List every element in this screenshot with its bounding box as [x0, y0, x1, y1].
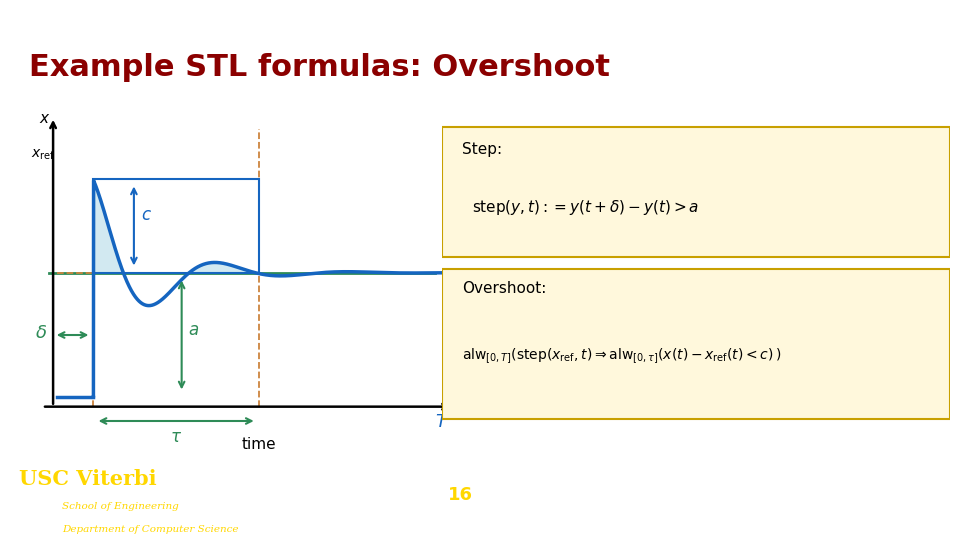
Text: $\mathrm{step}(y, t) := y(t + \delta) - y(t) > a$: $\mathrm{step}(y, t) := y(t + \delta) - … [472, 198, 699, 218]
Text: $x_{\rm ref}$: $x_{\rm ref}$ [31, 147, 55, 162]
Text: USC Viterbi: USC Viterbi [19, 469, 156, 489]
Text: 16: 16 [448, 485, 473, 504]
Text: School of Engineering: School of Engineering [62, 502, 180, 511]
Bar [442, 269, 950, 418]
Text: Step:: Step: [462, 142, 502, 157]
Text: Overshoot:: Overshoot: [462, 281, 546, 296]
Bar [442, 127, 950, 256]
Text: $c$: $c$ [140, 206, 152, 224]
Text: $\mathrm{alw}_{[0,T]}(\mathrm{step}(x_{\mathrm{ref}},t)\Rightarrow \mathrm{alw}_: $\mathrm{alw}_{[0,T]}(\mathrm{step}(x_{\… [462, 347, 781, 367]
Text: Department of Computer Science: Department of Computer Science [62, 525, 239, 534]
Text: time: time [242, 436, 276, 451]
Text: $\delta$: $\delta$ [36, 324, 47, 342]
Text: $T$: $T$ [435, 413, 449, 431]
Text: $a$: $a$ [188, 321, 200, 339]
Text: $x$: $x$ [39, 111, 51, 126]
Text: Example STL formulas: Overshoot: Example STL formulas: Overshoot [29, 53, 610, 82]
Text: $\tau$: $\tau$ [170, 428, 182, 447]
Bar [93, 179, 259, 273]
